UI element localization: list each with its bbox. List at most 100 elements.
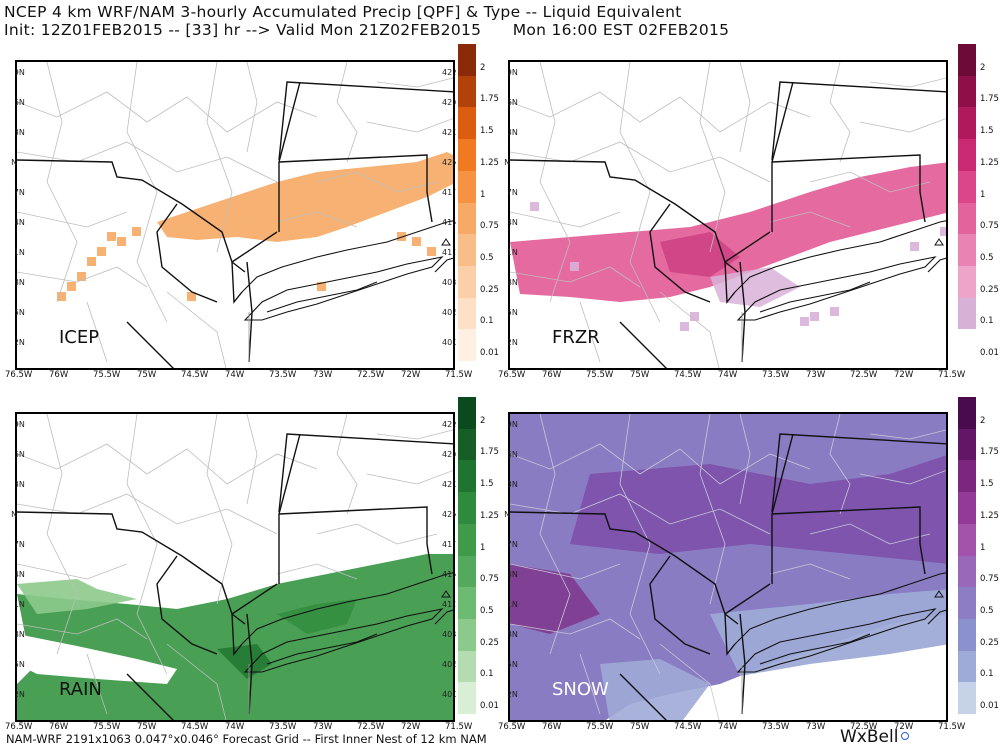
lat-tick-label: 42.9N [494, 420, 518, 429]
colorbar-segment [958, 234, 976, 267]
precip-area [710, 267, 800, 307]
colorbar-tick-label: 1.75 [980, 447, 999, 458]
colorbar-tick-label: 0.75 [480, 221, 499, 232]
colorbar-tick-label: 0.1 [980, 669, 994, 680]
colorbar-tick-label: 1.25 [980, 157, 999, 168]
lon-tick-label: 74.5W [674, 722, 702, 732]
precip-area [217, 644, 272, 679]
lat-tick-label-right: 41.4N [442, 570, 456, 579]
colorbar-segment [958, 107, 976, 140]
county-lines [510, 62, 946, 368]
county-lines [17, 62, 453, 368]
colorbar-tick-label: 0.75 [980, 221, 999, 232]
precip-cell [940, 227, 946, 236]
lat-tick-label-right: 42.3N [442, 480, 456, 489]
lon-tick-label: 73W [313, 722, 333, 732]
lat-tick-label-right: 40.2N [442, 690, 456, 699]
precip-cell [317, 282, 326, 291]
map-subtitle: Init: 12Z01FEB2015 -- [33] hr --> Valid … [4, 21, 730, 39]
lon-tick-label: 73.5W [762, 370, 790, 380]
colorbar-tick-label: 2 [980, 415, 986, 426]
rain-colorbar: 2 1.75 1.5 1.25 1 0.75 0.5 0.25 0.1 0.01 [458, 397, 499, 715]
lat-tick-label: 40.5N [1, 660, 25, 669]
lat-tick-label: 42N [1, 158, 18, 167]
lat-tick-label-right: 40.2N [442, 338, 456, 347]
lat-tick-label: 41.4N [494, 570, 518, 579]
colorbar-segment [458, 202, 476, 235]
island-marker-icon [934, 238, 944, 246]
precip-cell [97, 247, 106, 256]
colorbar-tick-label: 1.5 [980, 479, 994, 490]
footer-caption: NAM-WRF 2191x1063 0.047°x0.046° Forecast… [6, 732, 487, 746]
icep-panel: ICEP [15, 60, 455, 370]
colorbar-tick-label: 1 [480, 189, 486, 200]
lat-tick-label: 40.8N [494, 278, 518, 287]
precip-area [570, 455, 946, 564]
lat-tick-label: 42.3N [494, 480, 518, 489]
lon-tick-label: 74.5W [674, 370, 702, 380]
colorbar-segment [958, 682, 976, 715]
lat-tick-label: 40.5N [1, 308, 25, 317]
colorbar-tick-label: 1.5 [980, 126, 994, 137]
lat-tick-label: 40.8N [1, 630, 25, 639]
precip-cell [810, 312, 819, 321]
colorbar-tick-label: 1 [480, 542, 486, 553]
colorbar-segment [458, 428, 476, 461]
lat-tick-label: 42N [1, 510, 18, 519]
colorbar-tick-label: 2 [980, 62, 986, 73]
lon-tick-label: 74W [225, 370, 245, 380]
lat-tick-label-right: 42.6N [442, 450, 456, 459]
precip-cell [427, 247, 436, 256]
colorbar-segment [958, 618, 976, 652]
colorbar-tick-label: 1.75 [480, 94, 499, 105]
lon-tick-label: 72W [894, 370, 914, 380]
lon-tick-label: 71.5W [445, 370, 473, 380]
county-lines [510, 414, 946, 720]
lat-tick-label: 40.5N [494, 308, 518, 317]
lat-tick-label: 41.7N [494, 540, 518, 549]
colorbar-tick-label: 0.5 [480, 605, 494, 616]
lat-tick-label-right: 40.8N [442, 630, 456, 639]
lon-tick-label: 75.5W [586, 370, 614, 380]
colorbar-segment [458, 107, 476, 140]
lat-tick-label: 40.5N [494, 660, 518, 669]
snow-colorbar: 2 1.75 1.5 1.25 1 0.75 0.5 0.25 0.1 0.01 [958, 397, 999, 715]
lat-tick-label: 41.4N [494, 218, 518, 227]
colorbar-segment [458, 170, 476, 203]
lon-tick-label: 73.5W [269, 722, 297, 732]
precip-cell [830, 307, 839, 316]
colorbar-segment [958, 555, 976, 588]
colorbar-tick-label: 0.1 [480, 316, 494, 327]
island-marker-icon [441, 590, 451, 598]
lat-tick-label: 41.1N [494, 248, 518, 257]
lon-tick-label: 76W [49, 722, 69, 732]
lat-tick-label-right: 42.9N [442, 420, 456, 429]
precip-area [157, 152, 453, 242]
precip-area [510, 564, 600, 634]
colorbar-segment [958, 297, 976, 330]
colorbar-tick-label: 0.25 [480, 284, 499, 295]
colorbar-segment [458, 44, 476, 77]
lon-tick-label: 73.5W [269, 370, 297, 380]
precip-cell [570, 262, 579, 271]
rain-map [17, 414, 453, 720]
frzr-panel: FRZR [508, 60, 948, 370]
lon-tick-label: 75W [137, 370, 157, 380]
coastline [241, 572, 453, 673]
precip-cell [57, 292, 66, 301]
map-title: NCEP 4 km WRF/NAM 3-hourly Accumulated P… [4, 3, 682, 21]
frzr-colorbar: 2 1.75 1.5 1.25 1 0.75 0.5 0.25 0.1 0.01 [958, 44, 999, 362]
lon-tick-label: 71.5W [938, 370, 966, 380]
lat-tick-label: 42.6N [494, 450, 518, 459]
lon-tick-label: 76.5W [498, 722, 526, 732]
lon-tick-label: 74.5W [181, 370, 209, 380]
wxbell-logo: WxBell [840, 727, 910, 747]
colorbar-segment [458, 587, 476, 620]
colorbar-segment [458, 139, 476, 172]
precip-cell [397, 232, 406, 241]
colorbar-tick-label: 2 [480, 62, 486, 73]
precip-cell [530, 202, 539, 211]
lon-tick-label: 72W [894, 722, 914, 732]
precip-cell [910, 242, 919, 251]
lon-tick-label: 76.5W [5, 722, 33, 732]
